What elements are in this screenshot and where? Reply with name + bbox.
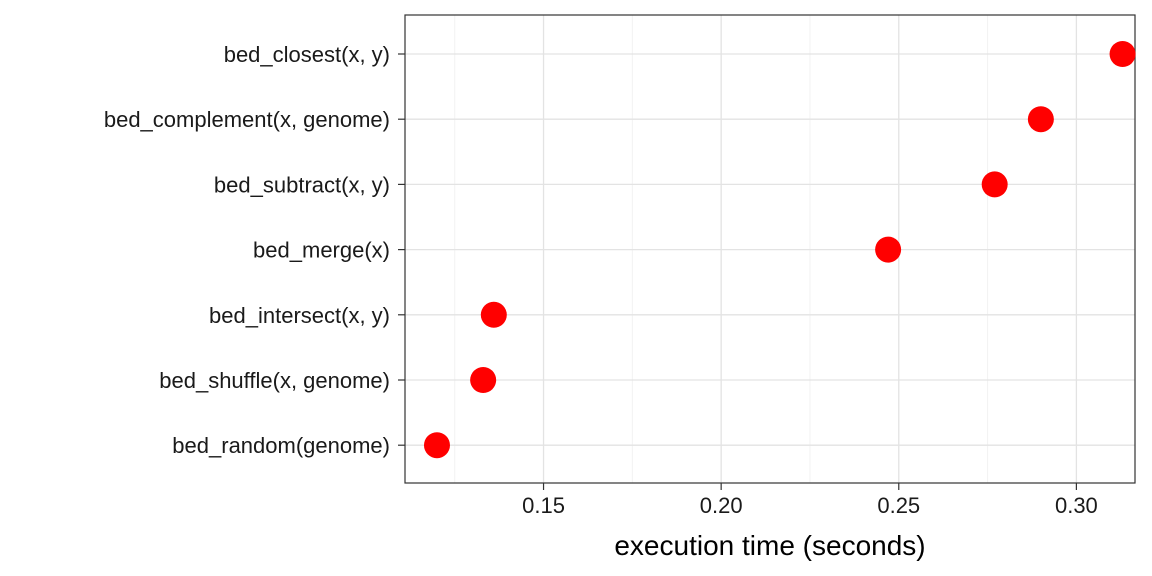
y-tick-label: bed_complement(x, genome) xyxy=(104,107,390,132)
grid-lines xyxy=(405,15,1135,483)
x-tick-label: 0.20 xyxy=(700,493,743,518)
y-tick-label: bed_shuffle(x, genome) xyxy=(159,368,390,393)
y-tick-label: bed_closest(x, y) xyxy=(224,42,390,67)
data-point xyxy=(981,171,1008,198)
data-point xyxy=(1027,106,1054,133)
data-point xyxy=(470,367,497,393)
x-tick-label: 0.25 xyxy=(877,493,920,518)
data-point xyxy=(480,301,507,328)
y-tick-label: bed_merge(x) xyxy=(253,238,390,263)
y-tick-label: bed_intersect(x, y) xyxy=(209,303,390,328)
y-tick-label: bed_random(genome) xyxy=(172,433,390,458)
data-point xyxy=(875,236,902,263)
data-point xyxy=(1109,41,1136,67)
x-axis-title: execution time (seconds) xyxy=(614,530,925,561)
data-points xyxy=(423,41,1136,459)
x-tick-label: 0.30 xyxy=(1055,493,1098,518)
data-point xyxy=(423,432,450,459)
axes: 0.15 0.20 0.25 0.30 bed_closest(x, y) bed_com… xyxy=(104,42,1098,518)
y-tick-label: bed_subtract(x, y) xyxy=(214,172,390,197)
x-tick-label: 0.15 xyxy=(522,493,565,518)
